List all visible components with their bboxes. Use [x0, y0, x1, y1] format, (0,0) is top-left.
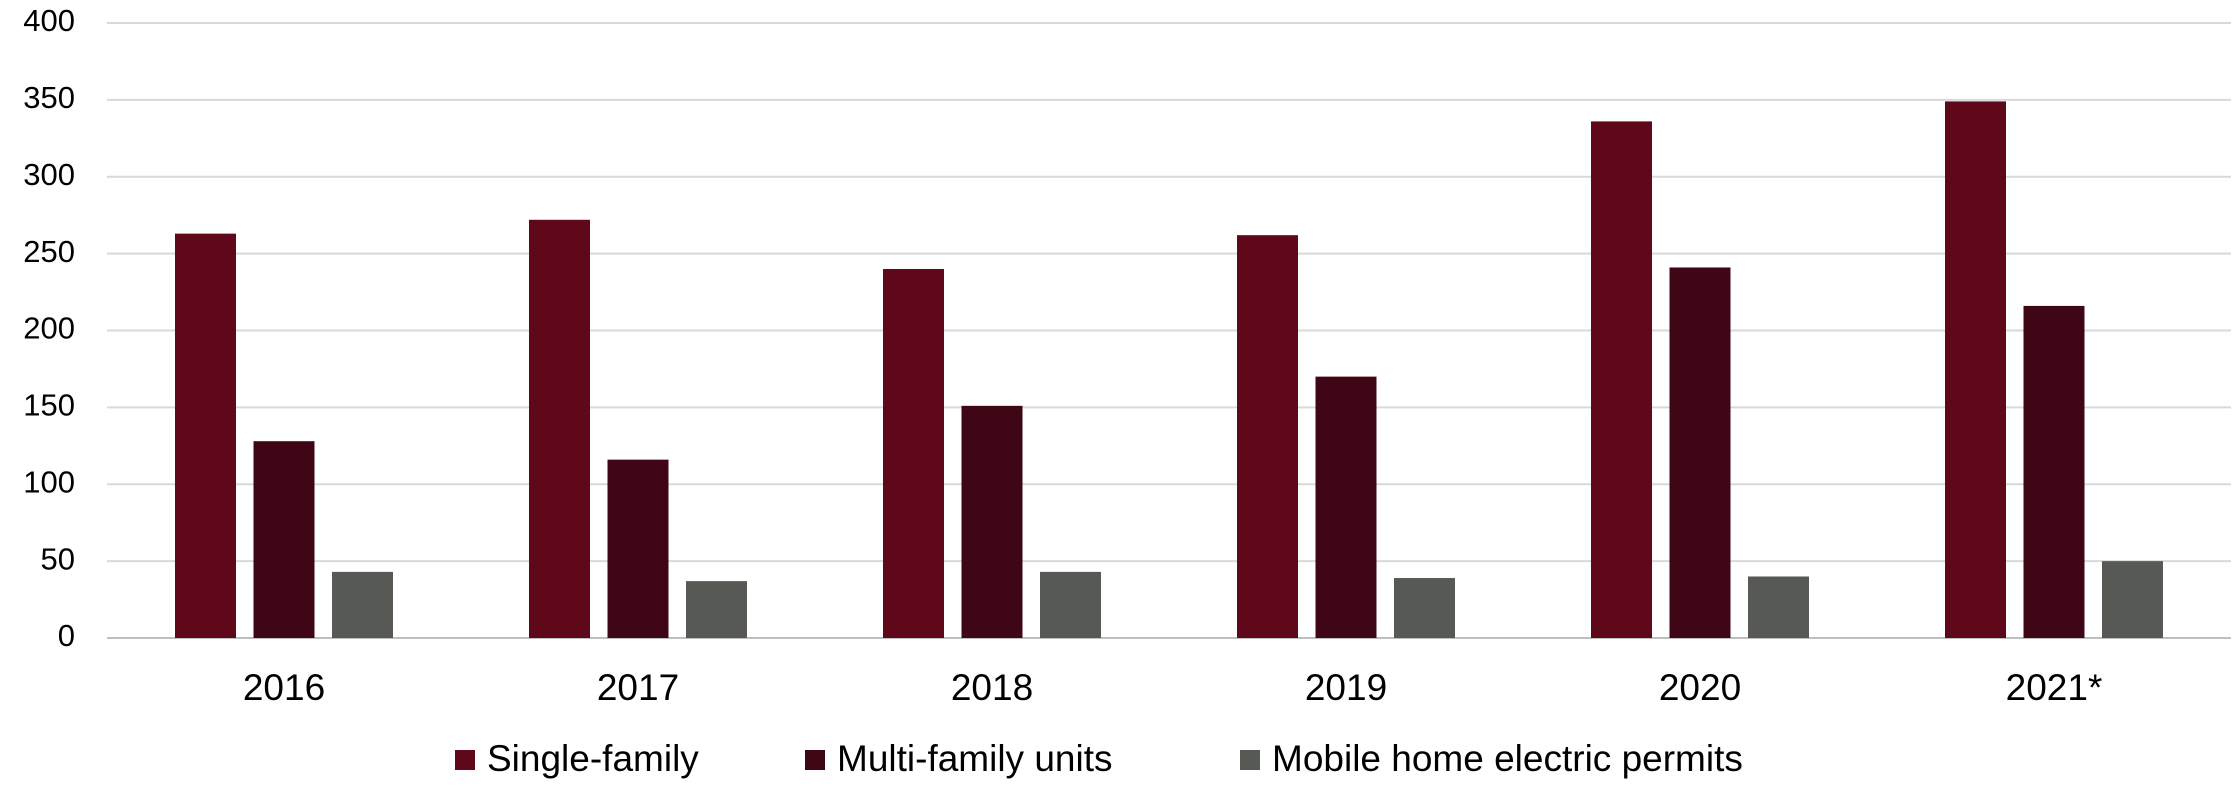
legend-label: Single-family — [487, 738, 699, 779]
bar — [1237, 235, 1298, 639]
y-tick-label: 200 — [23, 311, 75, 346]
x-tick-label: 2020 — [1659, 667, 1741, 708]
bar — [1669, 267, 1731, 638]
x-tick-label: 2018 — [951, 667, 1033, 708]
legend-swatch — [455, 750, 475, 770]
bar — [883, 269, 944, 638]
y-tick-label: 300 — [23, 157, 75, 192]
bar — [2023, 305, 2085, 638]
legend-swatch — [1240, 750, 1260, 770]
bar — [2102, 561, 2163, 638]
y-tick-label: 250 — [23, 234, 75, 269]
x-tick-label: 2019 — [1305, 667, 1387, 708]
y-tick-label: 50 — [41, 541, 75, 576]
legend-swatch — [805, 750, 825, 770]
x-tick-label: 2016 — [243, 667, 325, 708]
bar — [175, 233, 236, 638]
legend-label: Multi-family units — [837, 738, 1113, 779]
y-tick-label: 400 — [23, 3, 75, 38]
y-tick-label: 350 — [23, 80, 75, 115]
x-tick-label: 2017 — [597, 667, 679, 708]
bar — [1315, 376, 1377, 638]
x-tick-label: 2021* — [2006, 667, 2103, 708]
bar — [961, 405, 1023, 638]
legend-label: Mobile home electric permits — [1272, 738, 1743, 779]
bar — [1040, 571, 1101, 638]
bar — [607, 459, 669, 638]
y-tick-label: 150 — [23, 388, 75, 423]
bar — [686, 581, 747, 638]
y-tick-label: 100 — [23, 464, 75, 499]
bar — [529, 219, 590, 639]
bar — [1945, 101, 2006, 639]
bar — [253, 441, 315, 638]
bar — [1748, 576, 1809, 638]
bar — [1394, 578, 1455, 638]
y-tick-label: 0 — [58, 618, 75, 653]
bar — [1591, 121, 1652, 638]
bar — [332, 571, 393, 638]
